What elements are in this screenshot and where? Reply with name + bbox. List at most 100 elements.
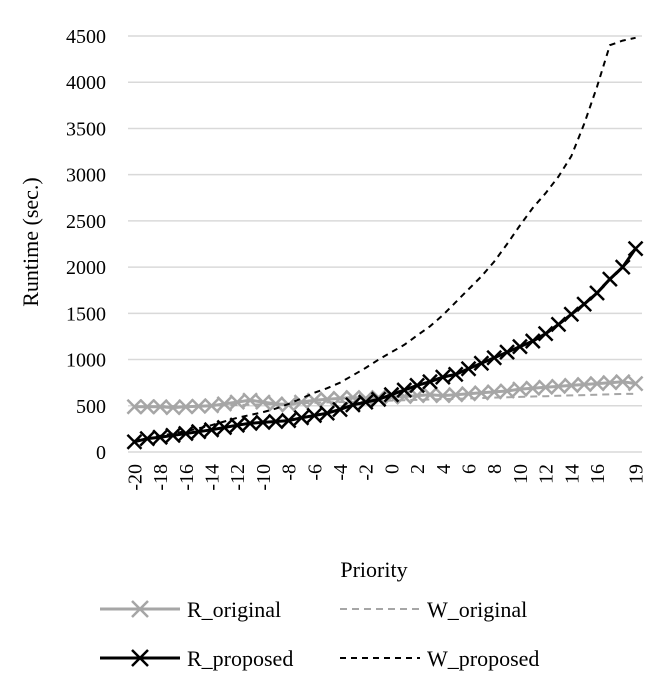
x-tick-label: 12 — [536, 464, 558, 484]
series-line — [134, 36, 636, 442]
series-r-original — [126, 373, 644, 416]
data-point-marker — [447, 366, 464, 383]
data-point-marker — [473, 355, 490, 372]
data-point-marker — [344, 396, 361, 413]
legend-marker — [131, 649, 149, 667]
y-tick-label: 2000 — [66, 257, 106, 279]
data-point-marker — [576, 376, 593, 393]
series-line — [134, 247, 637, 444]
x-tick-label: -6 — [304, 464, 326, 481]
y-axis-title: Runtime (sec.) — [18, 177, 43, 307]
legend-item: R_original — [100, 597, 281, 622]
data-point-marker — [306, 407, 323, 424]
legend-item: R_proposed — [100, 646, 293, 671]
data-point-marker — [165, 399, 181, 416]
data-point-marker — [165, 427, 181, 444]
data-point-marker — [344, 389, 361, 406]
data-point-marker — [255, 414, 271, 431]
data-point-marker — [460, 385, 477, 402]
series-r-proposed — [126, 240, 644, 450]
data-point-marker — [229, 394, 246, 410]
data-point-marker — [370, 391, 387, 408]
data-point-marker — [126, 398, 143, 415]
data-point-marker — [499, 344, 515, 361]
data-point-marker — [126, 433, 143, 450]
data-point-marker — [486, 384, 503, 400]
y-tick-label: 500 — [76, 396, 106, 418]
data-point-marker — [486, 349, 503, 366]
data-point-marker — [139, 430, 156, 447]
data-point-marker — [576, 296, 593, 312]
data-point-marker — [332, 401, 348, 418]
data-point-marker — [255, 394, 271, 410]
data-point-marker — [614, 373, 631, 390]
data-point-marker — [563, 377, 580, 394]
legend-label: R_proposed — [187, 646, 293, 671]
data-point-marker — [589, 375, 605, 392]
data-point-marker — [242, 415, 258, 432]
data-point-marker — [473, 384, 490, 401]
data-point-marker — [409, 377, 426, 394]
data-point-marker — [293, 409, 310, 426]
data-point-marker — [383, 386, 400, 403]
y-tick-label: 2500 — [66, 211, 106, 233]
x-tick-label: 4 — [433, 464, 455, 474]
x-axis-ticks: -20 -18 -16 -14 -12 -10 -8 -6 -4 -2 0 2 4 6 8 10 12 14 16 1… — [124, 464, 647, 491]
x-axis-title: Priority — [340, 557, 407, 582]
data-point-marker — [512, 338, 528, 355]
data-point-marker — [627, 240, 644, 257]
x-tick-label: 6 — [459, 464, 481, 474]
x-tick-label: -8 — [279, 464, 301, 481]
y-tick-label: 4500 — [66, 26, 106, 48]
data-point-marker — [434, 387, 451, 404]
series-layer — [126, 36, 644, 450]
x-tick-label: -14 — [202, 464, 224, 491]
x-tick-label: 14 — [561, 464, 583, 484]
data-point-marker — [422, 386, 438, 403]
data-point-marker — [434, 369, 451, 386]
data-point-marker — [177, 425, 194, 442]
x-tick-label: -18 — [150, 464, 172, 491]
data-point-marker — [139, 398, 156, 415]
data-point-marker — [152, 429, 169, 446]
y-tick-label: 3500 — [66, 118, 106, 140]
data-point-marker — [203, 421, 220, 438]
y-axis-ticks: 0 500 1000 1500 2000 2500 3000 3500 4000 4500 — [66, 26, 106, 464]
legend-marker — [131, 600, 149, 618]
data-point-marker — [319, 405, 336, 422]
y-tick-label: 3000 — [66, 165, 106, 187]
x-tick-label: -2 — [356, 464, 378, 481]
data-point-marker — [447, 386, 464, 403]
data-point-marker — [242, 392, 258, 409]
x-tick-label: 2 — [407, 464, 429, 474]
data-point-marker — [627, 375, 644, 392]
x-tick-label: 8 — [484, 464, 506, 474]
x-tick-label: -10 — [253, 464, 275, 491]
data-point-marker — [229, 417, 246, 434]
data-point-marker — [280, 412, 297, 429]
data-point-marker — [512, 381, 528, 398]
x-tick-label: -4 — [330, 464, 352, 481]
legend-label: W_proposed — [427, 646, 539, 671]
data-point-marker — [203, 397, 220, 414]
series-w-proposed — [134, 36, 636, 442]
data-point-marker — [216, 396, 233, 412]
legend-label: W_original — [427, 597, 527, 622]
data-point-marker — [550, 316, 567, 333]
legend-label: R_original — [187, 597, 281, 622]
data-point-marker — [537, 325, 554, 342]
data-point-marker — [537, 379, 554, 396]
data-point-marker — [524, 380, 541, 397]
data-point-marker — [267, 396, 284, 412]
data-point-marker — [216, 419, 233, 436]
x-tick-label: 10 — [510, 464, 532, 484]
data-point-marker — [614, 259, 631, 275]
x-tick-label: 19 — [626, 464, 648, 484]
data-point-marker — [190, 398, 207, 415]
y-tick-label: 0 — [96, 442, 106, 464]
data-point-marker — [396, 382, 413, 398]
x-tick-label: 16 — [587, 464, 609, 484]
data-point-marker — [601, 271, 618, 288]
data-point-marker — [589, 285, 605, 301]
data-point-marker — [177, 398, 194, 415]
